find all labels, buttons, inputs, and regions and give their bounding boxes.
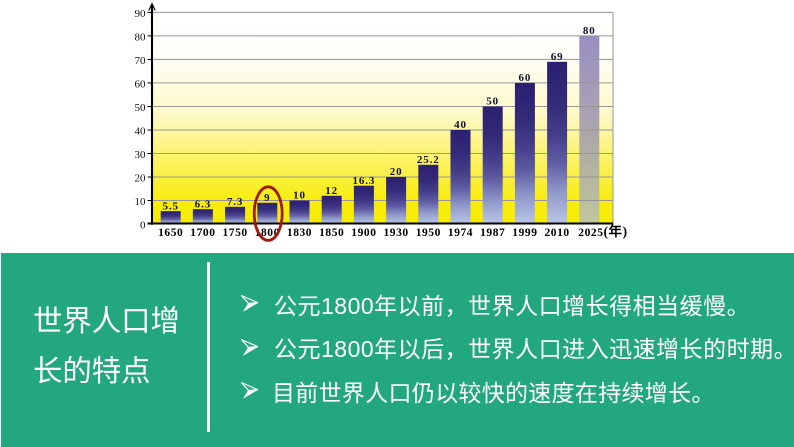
svg-text:80: 80: [583, 25, 596, 37]
svg-text:1950: 1950: [416, 227, 441, 239]
svg-text:2010: 2010: [544, 227, 569, 239]
svg-text:0: 0: [140, 220, 146, 232]
svg-text:50: 50: [486, 96, 499, 108]
svg-text:30: 30: [135, 149, 147, 161]
svg-text:10: 10: [293, 190, 306, 202]
svg-text:1650: 1650: [158, 227, 183, 239]
svg-text:90: 90: [135, 8, 147, 20]
svg-text:16.3: 16.3: [352, 175, 375, 187]
svg-text:60: 60: [135, 79, 147, 91]
svg-text:69: 69: [551, 51, 564, 63]
svg-text:20: 20: [390, 166, 403, 178]
svg-text:12: 12: [325, 185, 338, 197]
svg-text:1974: 1974: [448, 227, 473, 239]
svg-text:1850: 1850: [319, 227, 344, 239]
svg-text:1700: 1700: [190, 227, 215, 239]
svg-text:25.2: 25.2: [417, 154, 440, 166]
svg-text:70: 70: [135, 55, 147, 67]
svg-text:1830: 1830: [287, 227, 312, 239]
svg-text:1987: 1987: [480, 227, 505, 239]
svg-text:80: 80: [135, 32, 147, 44]
svg-text:50: 50: [135, 102, 147, 114]
svg-text:1930: 1930: [383, 227, 408, 239]
svg-text:20: 20: [135, 173, 147, 185]
svg-text:10: 10: [135, 196, 147, 208]
svg-text:40: 40: [135, 126, 147, 138]
svg-text:9: 9: [264, 192, 270, 204]
svg-text:2025(年): 2025(年): [578, 223, 627, 239]
svg-text:6.3: 6.3: [195, 198, 211, 210]
svg-text:1900: 1900: [351, 227, 376, 239]
svg-text:1750: 1750: [222, 227, 247, 239]
svg-text:60: 60: [518, 72, 531, 84]
svg-text:40: 40: [454, 119, 467, 131]
svg-text:5.5: 5.5: [162, 200, 178, 212]
svg-text:7.3: 7.3: [227, 196, 243, 208]
svg-text:1999: 1999: [512, 227, 537, 239]
